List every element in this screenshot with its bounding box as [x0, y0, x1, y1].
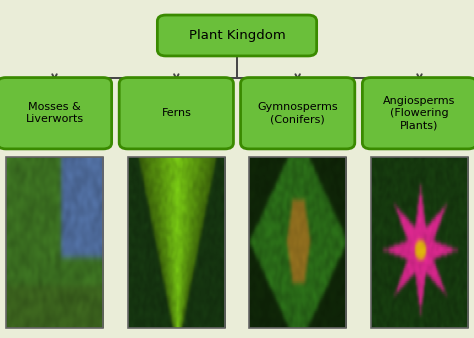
Bar	[6, 157, 103, 328]
Text: Ferns: Ferns	[161, 108, 191, 118]
Text: Mosses &
Liverworts: Mosses & Liverworts	[26, 102, 83, 124]
Bar	[371, 157, 468, 328]
Text: Plant Kingdom: Plant Kingdom	[189, 29, 285, 42]
Bar	[128, 157, 225, 328]
FancyBboxPatch shape	[119, 78, 233, 149]
FancyBboxPatch shape	[157, 15, 317, 56]
FancyBboxPatch shape	[362, 78, 474, 149]
Text: Angiosperms
(Flowering
Plants): Angiosperms (Flowering Plants)	[383, 96, 456, 130]
Bar	[249, 157, 346, 328]
FancyBboxPatch shape	[0, 78, 112, 149]
Text: Gymnosperms
(Conifers): Gymnosperms (Conifers)	[257, 102, 338, 124]
FancyBboxPatch shape	[240, 78, 355, 149]
